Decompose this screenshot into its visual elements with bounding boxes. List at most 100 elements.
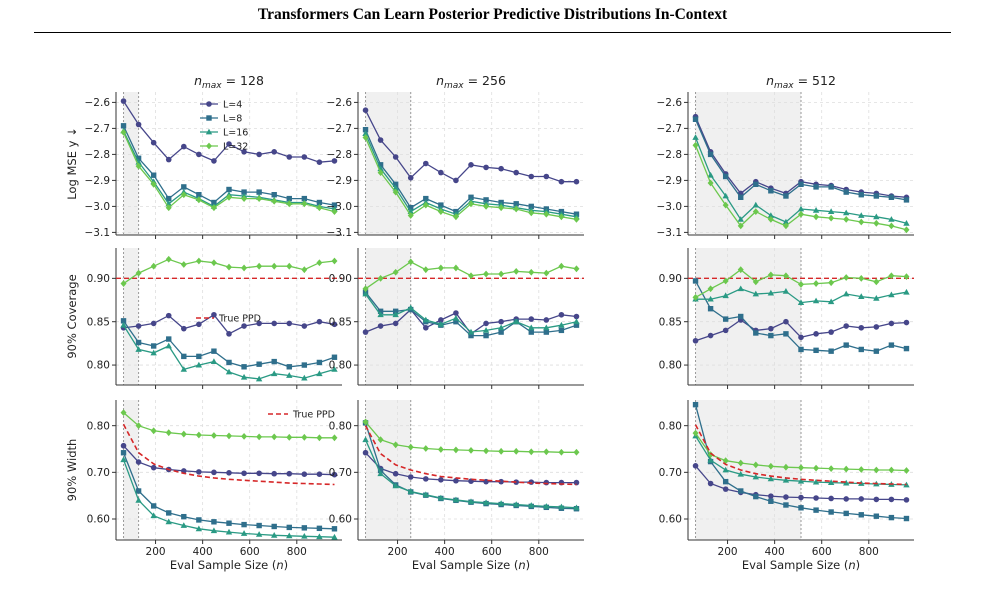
data-point-l-16 [843,290,850,297]
data-point-l-16 [165,518,172,525]
data-point-l-32 [271,262,278,270]
data-point-l-16 [858,212,865,218]
data-point-l-32 [543,210,550,218]
data-point-l-16 [513,501,520,507]
data-point-l-4 [135,459,142,465]
data-point-l-4 [165,312,172,319]
y-tick-label: 0.70 [87,467,110,479]
data-point-l-32 [692,141,699,149]
data-point-l-16 [437,494,445,501]
data-point-l-16 [165,342,172,349]
data-point-l-4 [423,476,429,482]
data-point-l-8 [331,354,338,360]
data-point-l-4 [241,470,247,477]
data-point-l-16 [558,321,565,328]
data-point-l-4 [301,323,308,329]
data-point-l-8 [903,197,910,203]
data-point-l-32 [543,269,550,277]
data-point-l-16 [150,512,157,519]
data-point-l-32 [241,195,248,202]
y-tick-label: 0.85 [659,316,682,328]
data-point-l-4 [377,323,384,329]
legend-true-ppd: True PPD [268,410,335,421]
data-point-l-16 [722,466,729,473]
data-point-l-32 [737,222,744,230]
data-point-l-8 [873,513,880,519]
data-point-l-16 [692,134,699,140]
data-point-l-4 [286,154,293,160]
data-point-l-16 [120,456,127,463]
data-point-l-4 [707,332,714,339]
data-point-l-32 [873,219,880,227]
data-point-l-8 [181,184,187,190]
data-point-l-4 [150,464,157,471]
data-point-l-32 [558,213,565,221]
data-point-l-8 [483,197,489,203]
data-point-l-32 [858,274,865,282]
data-point-l-4 [423,160,429,167]
data-point-l-4 [377,137,384,143]
data-point-l-4 [843,323,849,329]
data-point-l-16 [752,201,759,208]
data-point-l-4 [256,470,262,477]
data-point-l-4 [453,310,459,316]
data-point-l-32 [195,196,202,204]
data-point-l-32 [573,216,580,223]
data-point-l-4 [211,469,217,476]
data-point-l-32 [226,432,232,440]
data-point-l-4 [888,320,895,327]
legend-label: L=16 [223,128,248,139]
data-point-l-16 [858,293,865,299]
data-point-l-32 [377,274,384,282]
data-point-l-16 [497,324,505,331]
data-point-l-32 [422,266,429,274]
data-point-l-16 [782,288,790,294]
data-point-l-32 [256,433,263,441]
data-point-l-32 [180,191,187,199]
row-ylabel: Log MSE y ↓ [65,127,79,199]
data-point-l-32 [165,204,172,212]
data-point-l-32 [888,466,895,474]
y-tick-label: 0.80 [659,360,682,372]
data-point-l-32 [828,279,835,287]
data-point-l-16 [528,502,535,508]
data-point-l-32 [195,431,202,439]
data-point-l-16 [737,470,744,477]
data-point-l-32 [528,209,535,217]
data-point-l-8 [166,510,172,516]
data-point-l-8 [483,332,489,339]
data-point-l-8 [241,189,247,195]
data-point-l-8 [888,342,895,348]
data-point-l-4 [226,331,232,337]
data-point-l-8 [453,319,459,325]
data-point-l-32 [573,265,580,273]
data-point-l-32 [120,128,127,136]
data-point-l-8 [813,347,819,354]
data-point-l-32 [392,268,399,276]
x-tick-label: 200 [146,546,166,558]
y-tick-label: −3.1 [327,227,353,239]
training-range-shade [365,400,411,540]
data-point-l-4 [528,479,535,485]
data-point-l-8 [798,181,804,187]
data-point-l-32 [888,222,895,230]
legend-L: L=4 L=8 L=16 L=32 [200,100,248,153]
data-point-l-16 [195,361,203,368]
y-tick-label: −3.1 [85,227,111,239]
y-tick-label: −2.8 [657,149,683,161]
data-point-l-16 [903,288,910,295]
data-point-l-32 [452,213,459,221]
data-point-l-8 [241,364,247,370]
data-point-l-8 [813,184,819,190]
data-point-l-4 [903,497,910,503]
x-axis-label: Eval Sample Size (n) [742,558,860,572]
data-point-l-16 [210,358,218,364]
data-point-l-8 [768,332,774,339]
legend-marker [206,115,212,121]
data-point-l-16 [452,314,460,321]
data-point-l-4 [858,496,865,502]
data-point-l-4 [196,151,202,158]
panel-title: nmax = 512 [766,73,836,91]
x-tick-label: 600 [812,546,832,558]
y-tick-label: −2.6 [657,97,683,109]
